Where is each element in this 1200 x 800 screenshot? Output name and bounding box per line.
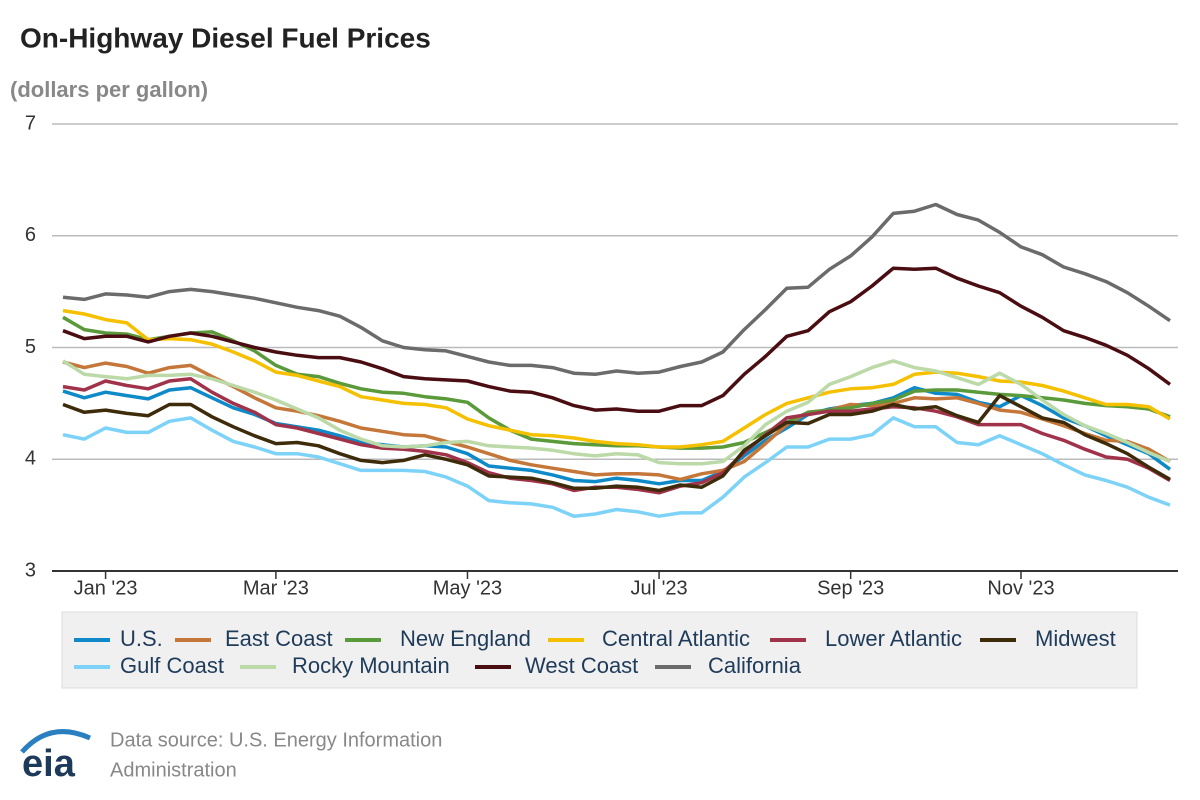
source-text: Data source: U.S. Energy Information: [110, 729, 442, 751]
series-line: [62, 416, 1171, 518]
legend-label: East Coast: [225, 626, 333, 651]
chart-subtitle: (dollars per gallon): [10, 77, 208, 102]
series-line: [62, 315, 1171, 450]
legend-label: Midwest: [1035, 626, 1116, 651]
y-tick-label: 7: [25, 112, 36, 134]
x-tick-label: May '23: [433, 577, 502, 599]
y-tick-label: 3: [25, 559, 36, 581]
x-tick-label: Jan '23: [74, 577, 138, 599]
legend-label: New England: [400, 626, 531, 651]
series-line: [62, 360, 1171, 482]
logo: eia: [22, 743, 76, 785]
series-line: [62, 202, 1171, 377]
source-text: Administration: [110, 759, 237, 781]
y-tick-label: 5: [25, 336, 36, 358]
series-line: [62, 266, 1172, 413]
logo-swoosh: [20, 729, 92, 754]
legend-box: [61, 611, 1138, 689]
x-tick-label: Mar '23: [243, 577, 309, 599]
y-tick-label: 4: [25, 448, 36, 470]
series-line: [62, 393, 1171, 493]
chart-title: On-Highway Diesel Fuel Prices: [20, 22, 431, 53]
x-tick-label: Nov '23: [987, 577, 1054, 599]
x-tick-label: Sep '23: [817, 577, 884, 599]
legend-label: California: [708, 653, 802, 678]
legend-label: West Coast: [525, 653, 638, 678]
legend-label: Lower Atlantic: [825, 626, 962, 651]
legend-label: Central Atlantic: [602, 626, 750, 651]
series-line: [62, 385, 1172, 486]
y-tick-label: 6: [25, 224, 36, 246]
legend-label: Rocky Mountain: [292, 653, 450, 678]
series-line: [62, 308, 1171, 449]
series-line: [62, 359, 1171, 466]
x-tick-label: Jul '23: [630, 577, 687, 599]
legend-label: U.S.: [120, 626, 163, 651]
legend-label: Gulf Coast: [120, 653, 224, 678]
